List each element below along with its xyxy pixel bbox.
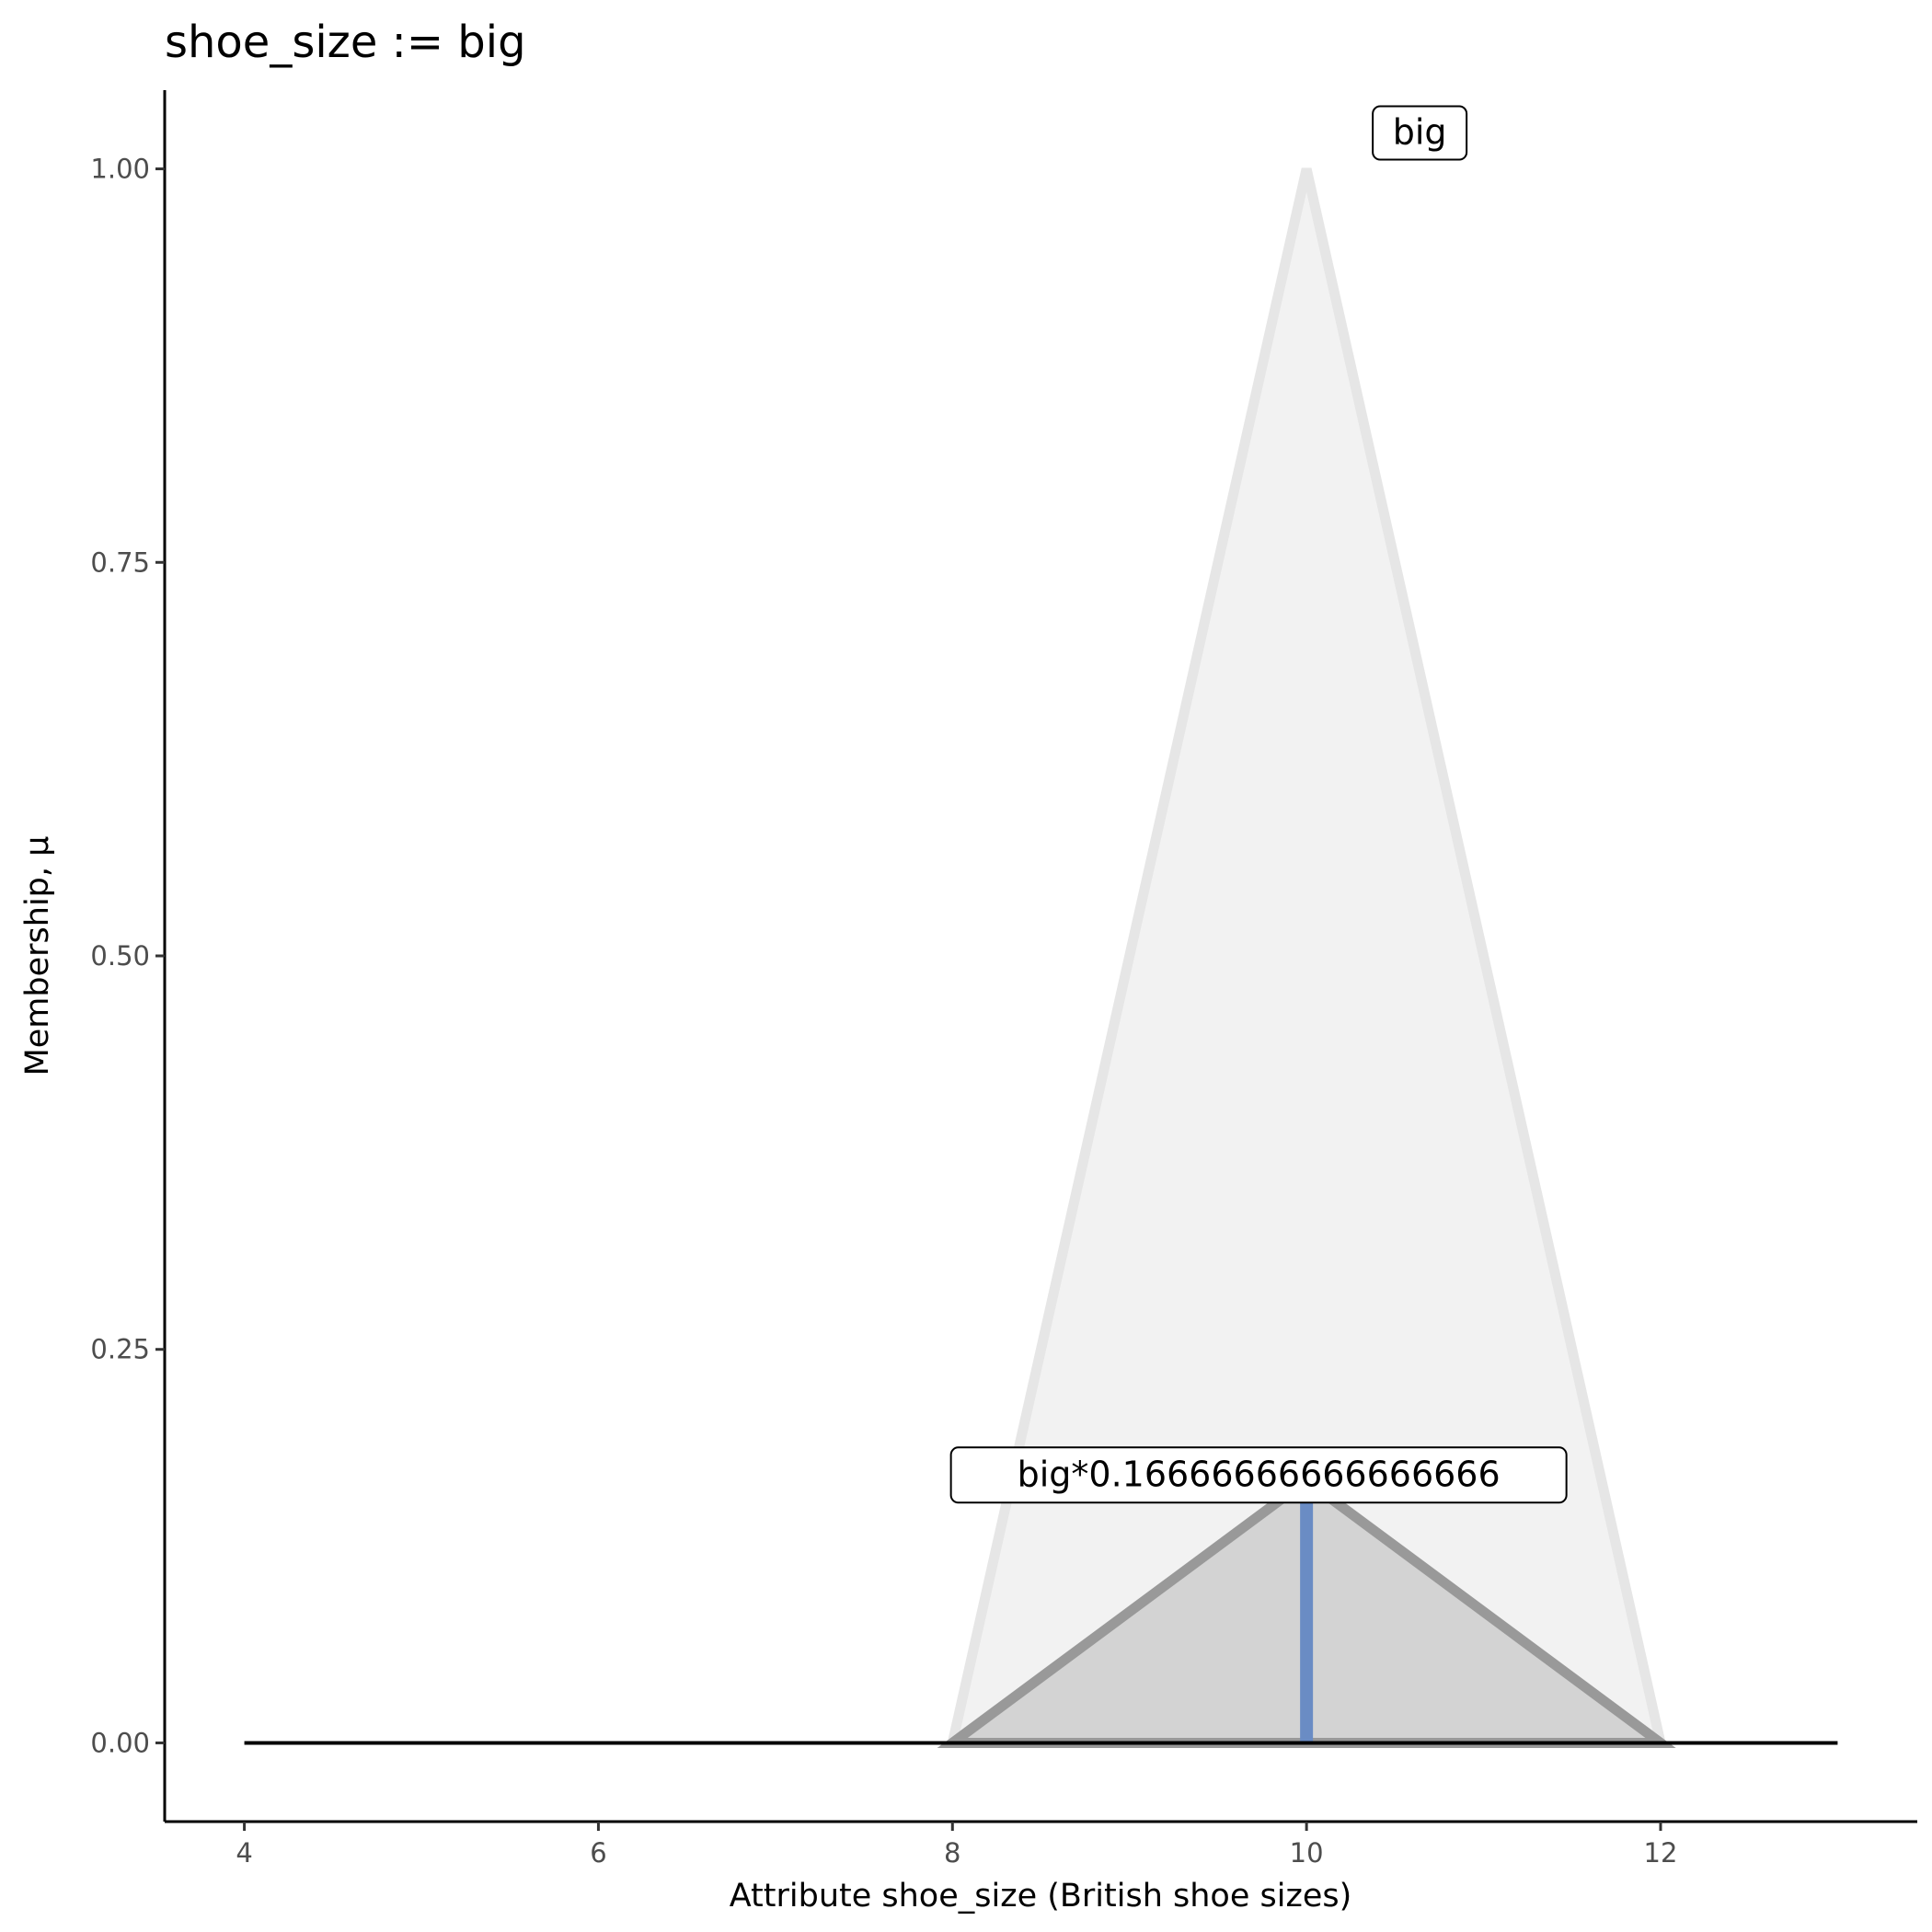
x-tick-label: 6 [590,1837,606,1869]
x-tick-label: 10 [1290,1837,1324,1869]
x-tick-label: 8 [944,1837,960,1869]
y-tick-label: 0.50 [90,940,150,972]
annotation-label: big*0.16666666666666666 [1018,1454,1501,1494]
x-tick-label: 12 [1644,1837,1678,1869]
y-tick-label: 1.00 [90,154,150,185]
annotation-label: big [1393,112,1447,153]
chart-title: shoe_size := big [165,17,526,68]
annotation-box [1372,105,1468,161]
y-axis-title: Membership, μ [19,836,56,1076]
x-axis-title: Attribute shoe_size (British shoe sizes) [730,1878,1352,1915]
y-tick-label: 0.75 [90,546,150,578]
y-tick-label: 0.00 [90,1727,150,1758]
annotation-box [949,1446,1568,1504]
x-tick-label: 4 [236,1837,252,1869]
y-tick-label: 0.25 [90,1334,150,1365]
